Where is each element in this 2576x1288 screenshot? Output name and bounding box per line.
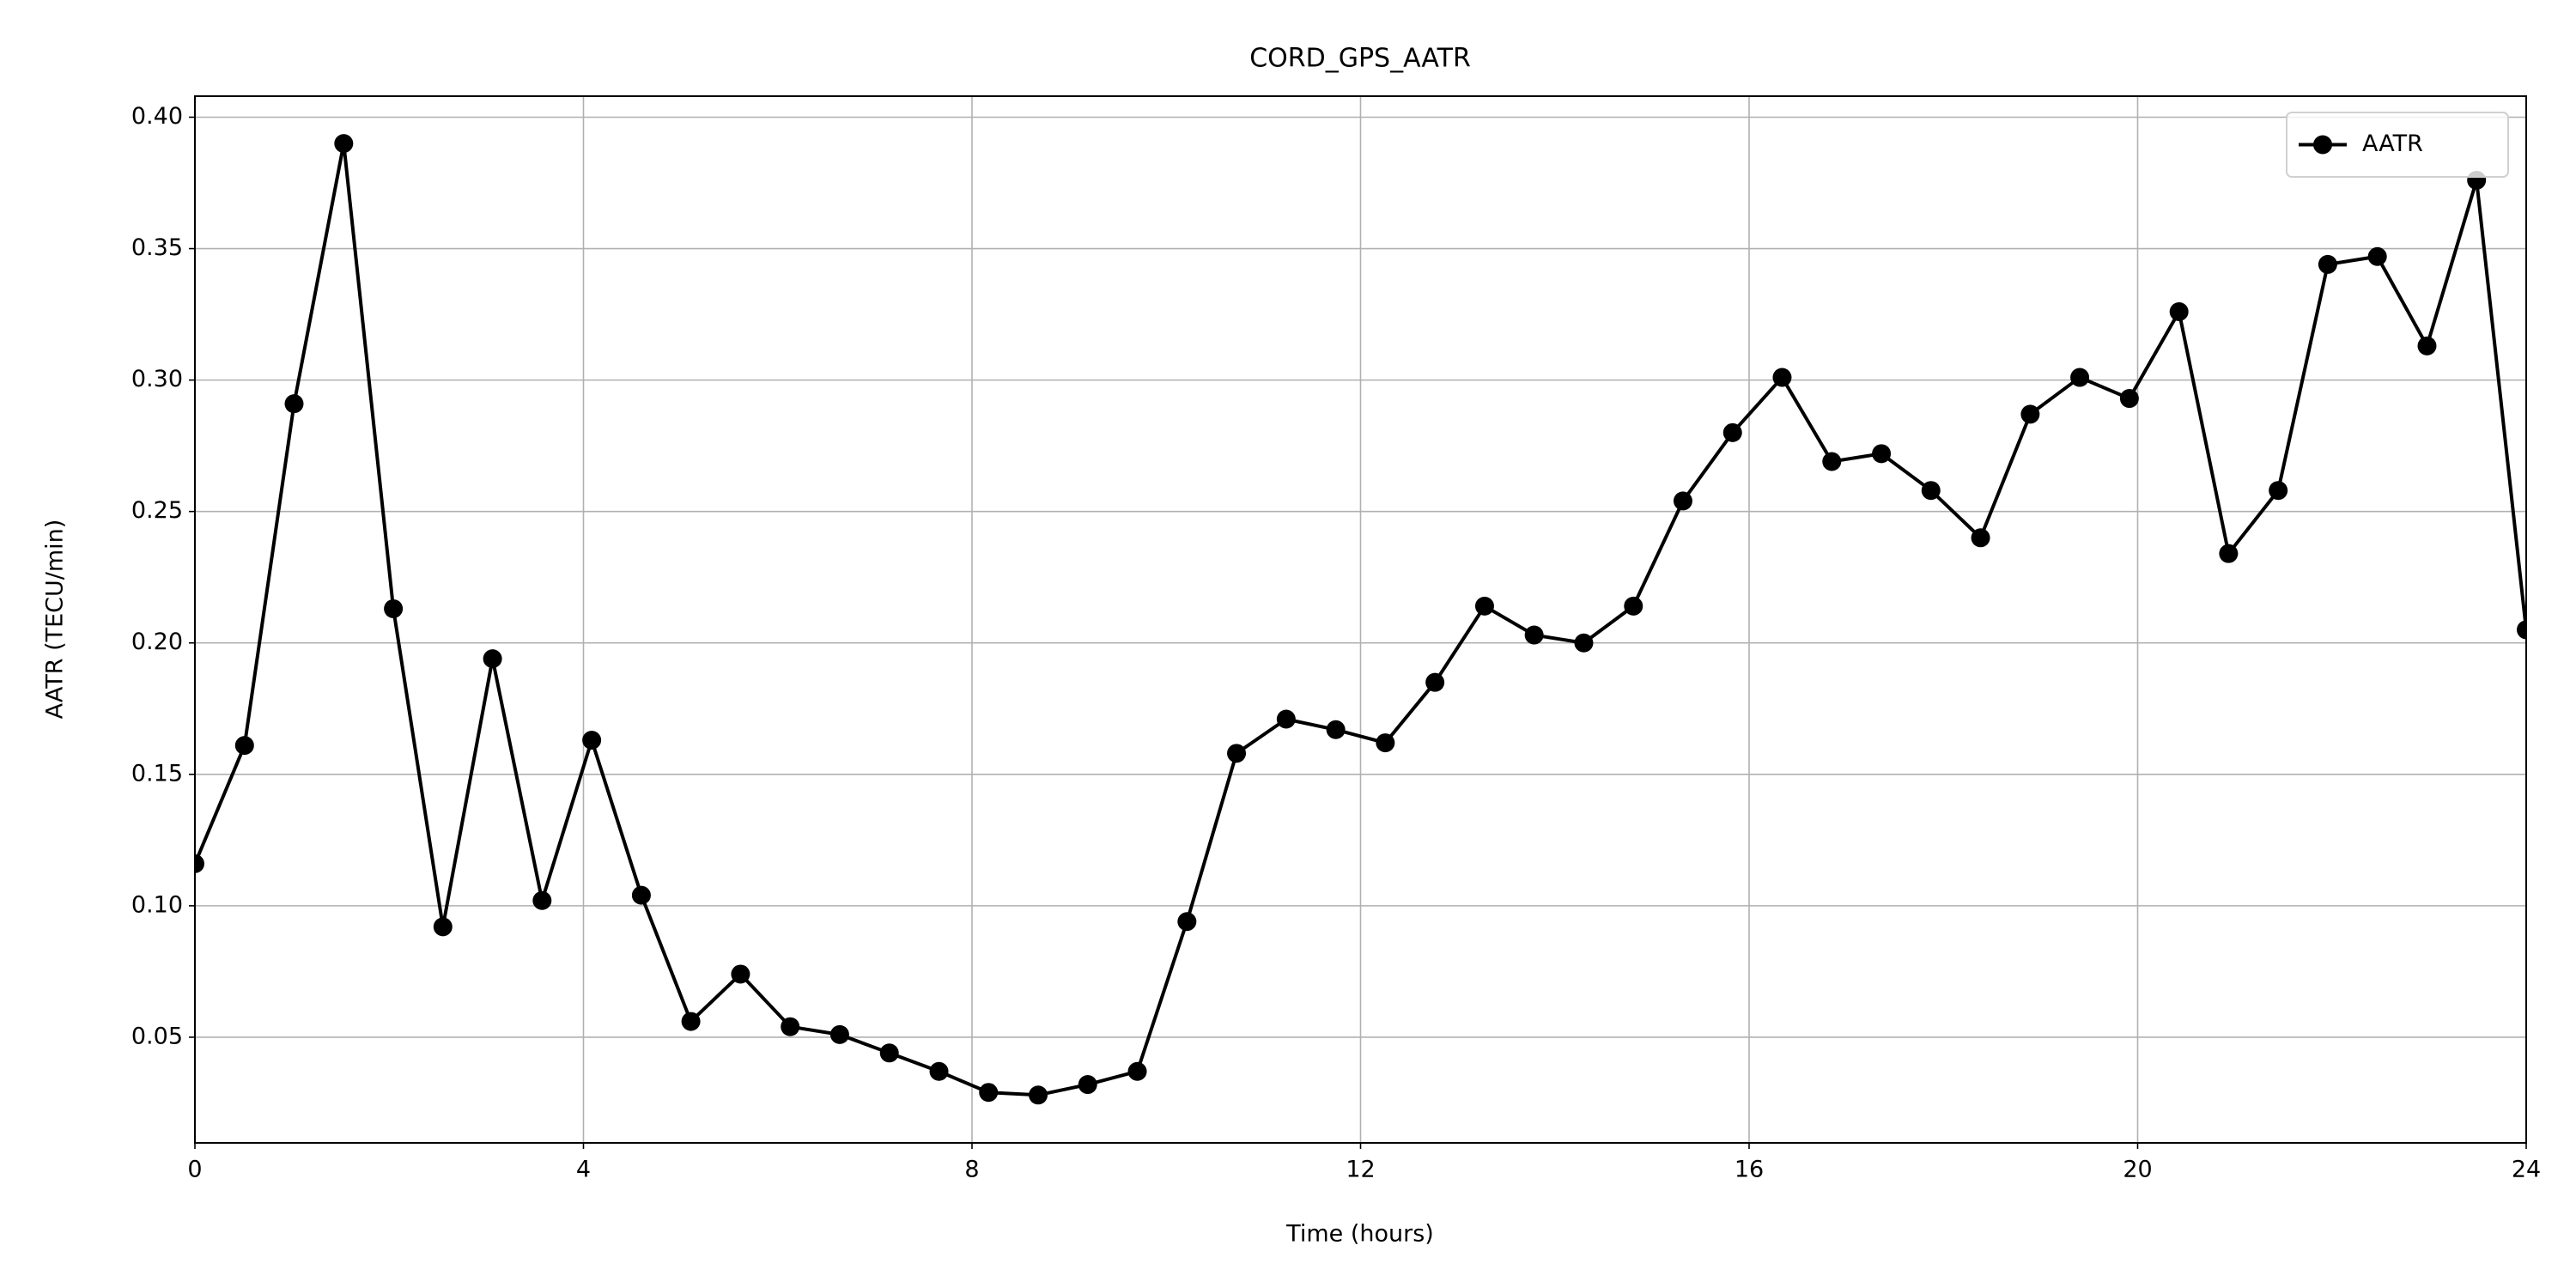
x-tick-label: 20 bbox=[2123, 1157, 2152, 1183]
data-point bbox=[2119, 389, 2139, 409]
data-point bbox=[1177, 912, 1197, 932]
y-tick-label: 0.15 bbox=[131, 760, 183, 787]
data-point bbox=[2517, 620, 2526, 640]
data-point bbox=[1872, 444, 1892, 464]
data-point bbox=[1227, 744, 1247, 763]
legend-box bbox=[2286, 112, 2509, 178]
data-point bbox=[2020, 404, 2040, 424]
legend: AATR bbox=[2286, 112, 2509, 178]
data-point bbox=[2219, 544, 2239, 563]
data-point bbox=[1524, 625, 1544, 645]
data-point bbox=[2318, 254, 2337, 274]
legend-marker bbox=[2313, 135, 2332, 155]
x-tick-label: 4 bbox=[576, 1157, 591, 1183]
data-point bbox=[879, 1043, 899, 1063]
data-line bbox=[195, 143, 2526, 1097]
plot-frame bbox=[194, 95, 2527, 1144]
data-point bbox=[384, 598, 404, 618]
legend-label: AATR bbox=[2362, 131, 2423, 157]
data-point bbox=[433, 917, 453, 937]
y-tick-label: 0.10 bbox=[131, 891, 183, 918]
data-point bbox=[681, 1012, 701, 1031]
x-tick-label: 12 bbox=[1346, 1157, 1375, 1183]
y-tick-label: 0.30 bbox=[131, 366, 183, 392]
data-point bbox=[2367, 246, 2387, 266]
data-point bbox=[1376, 733, 1395, 753]
series bbox=[195, 134, 2526, 1105]
data-point bbox=[1971, 528, 1990, 548]
data-point bbox=[1326, 720, 1346, 739]
x-axis-label: Time (hours) bbox=[1285, 1221, 1434, 1248]
x-tick-label: 8 bbox=[964, 1157, 979, 1183]
x-tick-label: 24 bbox=[2512, 1157, 2541, 1183]
data-point bbox=[483, 649, 502, 669]
y-axis-label: AATR (TECU/min) bbox=[42, 519, 69, 720]
data-point bbox=[829, 1024, 849, 1044]
y-tick-label: 0.40 bbox=[131, 103, 183, 130]
data-point bbox=[631, 885, 651, 905]
data-point bbox=[334, 134, 354, 154]
data-point bbox=[532, 890, 552, 910]
data-point bbox=[1276, 709, 1296, 729]
data-point bbox=[731, 964, 750, 984]
data-point bbox=[781, 1017, 800, 1036]
chart-title: CORD_GPS_AATR bbox=[1249, 44, 1471, 74]
data-point bbox=[582, 731, 602, 750]
data-point bbox=[1722, 422, 1742, 442]
data-point bbox=[2169, 302, 2189, 322]
data-point bbox=[2269, 481, 2288, 501]
y-tick-label: 0.05 bbox=[131, 1023, 183, 1049]
data-point bbox=[2417, 336, 2437, 355]
data-point bbox=[1474, 596, 1494, 616]
x-tick-label: 0 bbox=[187, 1157, 202, 1183]
data-point bbox=[2070, 368, 2090, 387]
data-point bbox=[1029, 1085, 1048, 1105]
data-point bbox=[1921, 481, 1941, 501]
data-point bbox=[1078, 1075, 1097, 1095]
y-tick-label: 0.25 bbox=[131, 497, 183, 524]
y-tick-label: 0.35 bbox=[131, 234, 183, 261]
data-point bbox=[284, 394, 304, 414]
data-point bbox=[1673, 491, 1692, 511]
data-point bbox=[1624, 596, 1643, 616]
y-tick-label: 0.20 bbox=[131, 629, 183, 655]
data-point bbox=[234, 736, 254, 756]
data-point bbox=[1127, 1061, 1147, 1081]
data-point bbox=[1772, 368, 1792, 387]
data-point bbox=[929, 1061, 949, 1081]
data-point bbox=[195, 854, 204, 873]
data-point bbox=[1425, 672, 1445, 692]
x-tick-label: 16 bbox=[1735, 1157, 1764, 1183]
data-point bbox=[1574, 633, 1594, 653]
data-point bbox=[1822, 452, 1842, 471]
data-point bbox=[979, 1083, 999, 1103]
